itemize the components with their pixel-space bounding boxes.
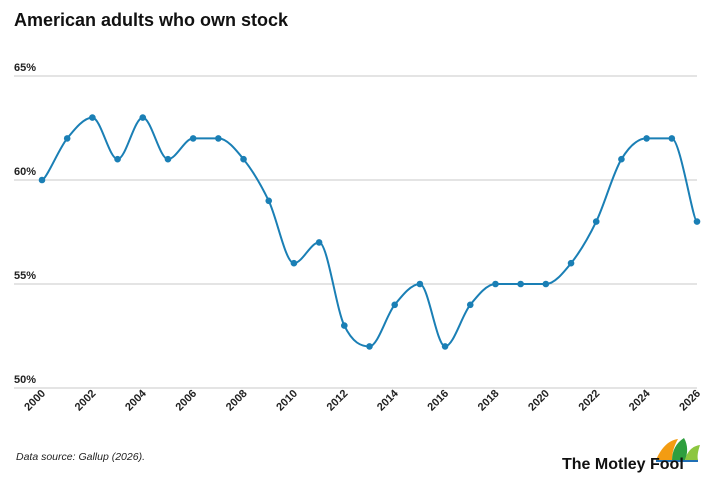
data-point[interactable] [542,280,550,288]
data-point[interactable] [441,343,449,350]
jester-hat-icon [656,438,700,462]
data-point[interactable] [89,114,96,121]
data-point[interactable] [164,155,172,163]
data-point[interactable] [618,155,625,163]
x-tick-label: 2020 [526,388,552,414]
data-point[interactable] [567,259,575,267]
y-tick-label: 60% [14,166,36,178]
x-tick-label: 2000 [22,388,48,414]
data-point[interactable] [391,301,398,309]
data-point[interactable] [592,218,600,225]
data-point[interactable] [38,176,46,184]
y-tick-label: 65% [14,62,36,74]
data-point[interactable] [668,135,676,142]
x-tick-label: 2022 [577,388,603,414]
data-point[interactable] [366,343,373,350]
data-point[interactable] [240,155,247,163]
data-point[interactable] [466,301,474,309]
x-tick-label: 2026 [677,388,703,414]
data-point[interactable] [693,218,701,225]
x-tick-label: 2018 [476,388,502,414]
brand-name: The Motley Fool [562,456,684,473]
gridlines [14,75,697,389]
data-point[interactable] [189,135,197,142]
data-point[interactable] [114,155,121,163]
data-point[interactable] [63,135,71,142]
x-tick-label: 2002 [73,388,99,414]
data-point[interactable] [517,280,524,288]
motley-fool-logo[interactable]: The Motley Fool [562,436,712,476]
x-tick-label: 2016 [425,388,451,414]
data-point[interactable] [492,280,499,288]
data-point[interactable] [643,135,650,142]
y-tick-labels: 50% 55% 60% 65% [14,62,36,386]
series-line [41,116,698,348]
x-tick-label: 2006 [173,388,199,414]
data-point[interactable] [315,239,323,246]
x-tick-label: 2012 [325,388,351,414]
chart-title: American adults who own stock [14,10,289,30]
data-point[interactable] [265,197,273,205]
data-point[interactable] [215,135,222,142]
data-source-note: Data source: Gallup (2026). [16,451,145,463]
y-tick-label: 50% [14,374,36,386]
series-points [38,114,701,350]
x-tick-label: 2014 [375,387,401,413]
data-point[interactable] [341,322,348,329]
data-point[interactable] [139,114,147,121]
y-tick-label: 55% [14,270,36,282]
x-tick-labels: 2000 2002 2004 2006 2008 2010 2012 2014 2016 2018… [22,387,703,413]
x-tick-label: 2008 [224,388,250,414]
data-point[interactable] [416,280,424,288]
x-tick-label: 2004 [123,387,149,413]
x-tick-label: 2010 [274,388,300,414]
x-tick-label: 2024 [627,387,653,413]
data-point[interactable] [290,259,298,267]
